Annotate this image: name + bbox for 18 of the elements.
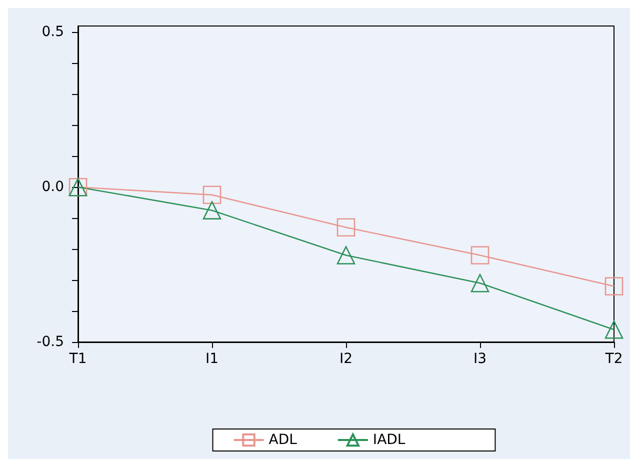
y-tick-label: 0.5 xyxy=(42,24,64,40)
legend-label: ADL xyxy=(268,432,298,448)
point xyxy=(336,246,356,264)
point xyxy=(604,320,624,339)
point xyxy=(202,186,222,204)
y-tick-label: 0.0 xyxy=(42,179,64,196)
point xyxy=(202,201,222,220)
x-tick-label: I3 xyxy=(473,351,487,367)
x-tick-label: I2 xyxy=(339,351,353,367)
y-tick-label: -0.5 xyxy=(36,334,64,350)
point xyxy=(336,218,356,237)
point xyxy=(470,246,490,264)
x-tick-label: I1 xyxy=(205,351,219,367)
point xyxy=(604,277,624,296)
x-tick-label: T1 xyxy=(68,351,87,367)
x-tick-label: T2 xyxy=(604,351,623,367)
legend-label: IADL xyxy=(372,432,406,448)
point xyxy=(470,274,490,292)
